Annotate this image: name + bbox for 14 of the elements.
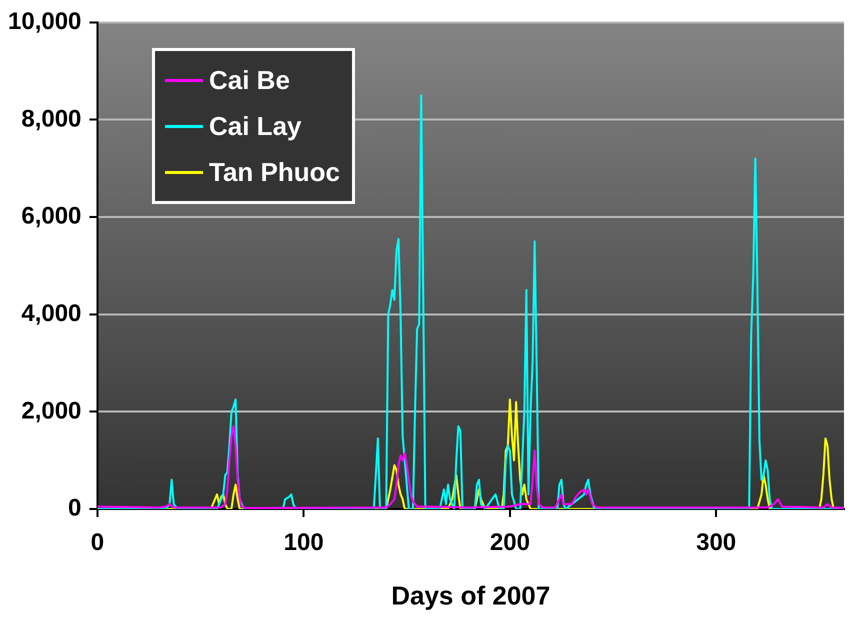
- y-tick-label: 2,000: [21, 397, 82, 424]
- x-tick-label: 0: [90, 529, 104, 556]
- y-tick-label: 4,000: [21, 300, 82, 327]
- y-tick-label: 8,000: [21, 105, 82, 132]
- legend-label: Tan Phuoc: [209, 156, 340, 189]
- x-tick-label: 200: [490, 529, 530, 556]
- legend-label: Cai Be: [209, 64, 290, 97]
- legend-label: Cai Lay: [209, 110, 302, 143]
- x-axis-title: Days of 2007: [391, 580, 550, 611]
- y-tick-label: 10,000: [8, 8, 82, 36]
- y-tick-label: 0: [68, 494, 82, 522]
- x-tick-label: 100: [284, 529, 324, 556]
- x-tick-label: 300: [696, 529, 736, 556]
- y-tick-label: 6,000: [21, 202, 82, 230]
